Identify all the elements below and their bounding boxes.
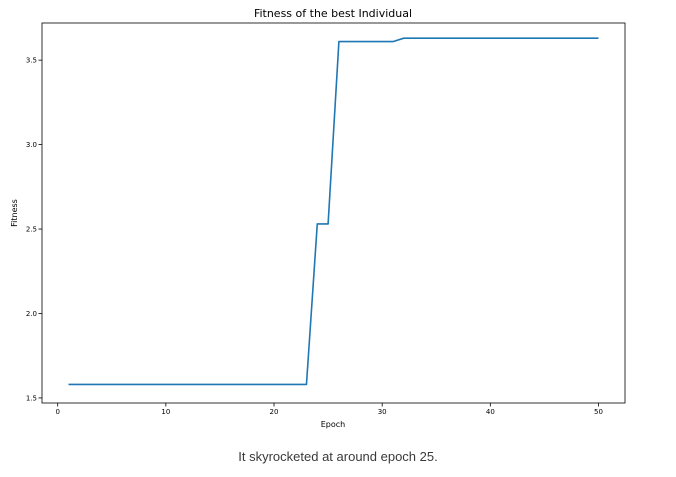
x-tick-label: 10	[161, 408, 170, 416]
x-axis-label: Epoch	[321, 420, 346, 429]
x-axis: 0 10 20 30 40 50	[55, 403, 603, 416]
series-line	[68, 37, 599, 386]
y-axis-label: Fitness	[10, 199, 19, 227]
x-tick-label: 0	[55, 408, 59, 416]
y-tick-label: 2.5	[26, 226, 37, 234]
x-tick-label: 40	[486, 408, 495, 416]
plot-frame	[41, 22, 626, 404]
chart-title: Fitness of the best Individual	[254, 7, 412, 20]
series-group	[68, 37, 599, 386]
x-tick-label: 20	[270, 408, 279, 416]
chart-caption: It skyrocketed at around epoch 25.	[238, 449, 438, 464]
y-tick-label: 3.0	[26, 141, 37, 149]
y-axis: 1.5 2.0 2.5 3.0 3.5	[26, 57, 42, 402]
y-tick-label: 3.5	[26, 57, 37, 65]
y-tick-label: 2.0	[26, 310, 37, 318]
x-tick-label: 50	[594, 408, 603, 416]
y-tick-label: 1.5	[26, 394, 37, 402]
x-tick-label: 30	[378, 408, 387, 416]
chart: Fitness of the best Individual 0 10 20 30 40…	[10, 7, 626, 429]
